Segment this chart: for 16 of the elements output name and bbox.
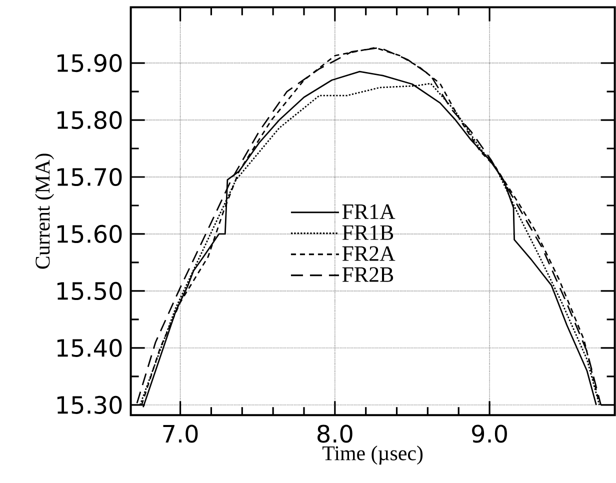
legend-label: FR1B — [342, 225, 394, 240]
y-tick-label: 15.60 — [57, 224, 122, 244]
y-axis-title: Current (MA) — [35, 154, 54, 269]
y-tick-label: 15.40 — [57, 338, 122, 357]
legend-label: FR2A — [342, 246, 396, 261]
x-axis-title: Time (µsec) — [322, 446, 423, 465]
y-tick-label: 15.90 — [57, 54, 122, 72]
legend-label: FR2B — [342, 267, 394, 282]
x-tick-label: 7.0 — [163, 424, 198, 443]
y-tick-label: 15.70 — [57, 168, 122, 186]
x-tick-label: 9.0 — [472, 424, 507, 443]
x-tick-label: 8.0 — [318, 424, 352, 443]
legend-label: FR1A — [342, 204, 396, 219]
y-tick-label: 15.50 — [57, 282, 122, 300]
y-tick-label: 15.30 — [57, 396, 122, 414]
y-tick-label: 15.80 — [57, 110, 122, 130]
